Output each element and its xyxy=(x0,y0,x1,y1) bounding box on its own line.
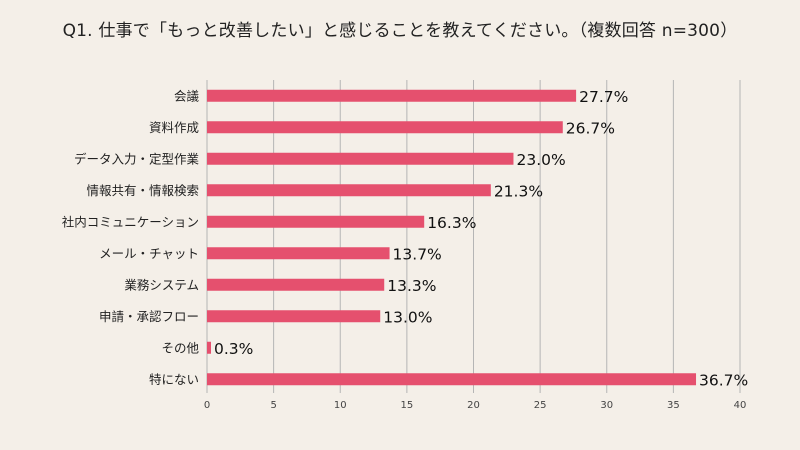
x-tick-label: 25 xyxy=(534,400,547,411)
data-label: 27.7% xyxy=(579,88,628,106)
data-label: 36.7% xyxy=(699,371,748,389)
chart-title: Q1. 仕事で「もっと改善したい」と感じることを教えてください。（複数回答 n=… xyxy=(62,21,738,41)
category-label: 情報共有・情報検索 xyxy=(86,183,199,198)
x-tick-label: 20 xyxy=(467,400,480,411)
data-label: 23.0% xyxy=(516,151,565,169)
data-label: 13.0% xyxy=(383,308,432,326)
category-label: 会議 xyxy=(174,88,200,103)
x-tick-label: 30 xyxy=(600,400,613,411)
bar xyxy=(207,247,390,260)
x-tick-label: 35 xyxy=(667,400,680,411)
data-label: 26.7% xyxy=(566,119,615,137)
bar xyxy=(207,341,211,354)
category-label: 業務システム xyxy=(124,277,199,292)
data-label: 13.3% xyxy=(387,277,436,295)
category-label: 社内コミュニケーション xyxy=(62,214,199,229)
x-tick-label: 10 xyxy=(334,400,347,411)
x-tick-label: 0 xyxy=(204,400,210,411)
bar xyxy=(207,215,425,228)
category-label: 特にない xyxy=(149,372,199,387)
category-label: 資料作成 xyxy=(149,120,199,135)
data-label: 0.3% xyxy=(214,340,253,358)
bar xyxy=(207,152,514,165)
category-label: 申請・承認フロー xyxy=(99,309,199,324)
x-tick-label: 15 xyxy=(401,400,414,411)
bar xyxy=(207,310,381,323)
category-label: メール・チャット xyxy=(99,246,199,261)
category-label: データ入力・定型作業 xyxy=(74,151,200,166)
data-label: 21.3% xyxy=(494,182,543,200)
category-label: その他 xyxy=(161,340,199,355)
data-label: 13.7% xyxy=(393,245,442,263)
bar xyxy=(207,184,491,197)
bar xyxy=(207,89,577,102)
data-label: 16.3% xyxy=(427,214,476,232)
bar xyxy=(207,373,697,386)
bar xyxy=(207,121,563,134)
bar xyxy=(207,278,385,291)
x-tick-label: 5 xyxy=(270,400,276,411)
x-tick-label: 40 xyxy=(734,400,747,411)
